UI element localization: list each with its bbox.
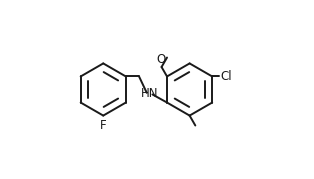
Text: O: O [156, 53, 165, 66]
Text: HN: HN [141, 87, 158, 100]
Text: Cl: Cl [220, 70, 231, 83]
Text: F: F [100, 119, 106, 132]
